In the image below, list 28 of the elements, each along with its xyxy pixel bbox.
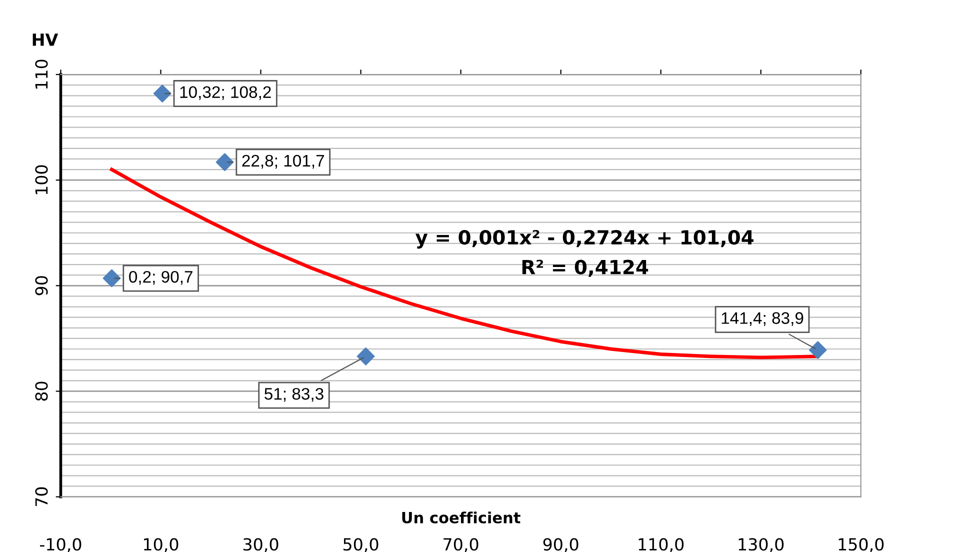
annotation: y = 0,001x² - 0,2724x + 101,04 [415,230,754,249]
y-axis-title: HV [32,34,58,46]
point [216,153,234,172]
x-tick-label: 130,0 [738,538,784,552]
data-label: 141,4; 83,9 [722,312,804,326]
data-label: 10,32; 108,2 [180,86,271,100]
annotation: R² = 0,4124 [522,260,648,277]
data-label: 22,8; 101,7 [242,154,324,169]
y-tick-label: 80 [35,382,48,401]
y-tick-label: 100 [35,165,48,194]
data-label: 51; 83,3 [264,388,324,402]
x-tick-label: 110,0 [638,538,684,552]
x-tick-label: 90,0 [543,538,578,552]
point [153,84,172,102]
y-tick-label: 110 [35,60,48,89]
x-tick-label: 70,0 [444,538,478,552]
x-tick-label: 150,0 [838,538,884,552]
x-tick-label: 50,0 [344,538,378,552]
x-tick-label: 10,0 [144,538,178,552]
point [102,269,121,288]
x-axis-title: Un coefficient [402,512,520,524]
x-tick-label: -10,0 [40,538,82,552]
x-tick-label: 30,0 [243,538,278,552]
y-tick-label: 90 [35,276,48,296]
point [356,347,375,366]
point [808,341,827,359]
y-tick-label: 70 [35,487,48,506]
data-label: 0,2; 90,7 [129,270,192,285]
